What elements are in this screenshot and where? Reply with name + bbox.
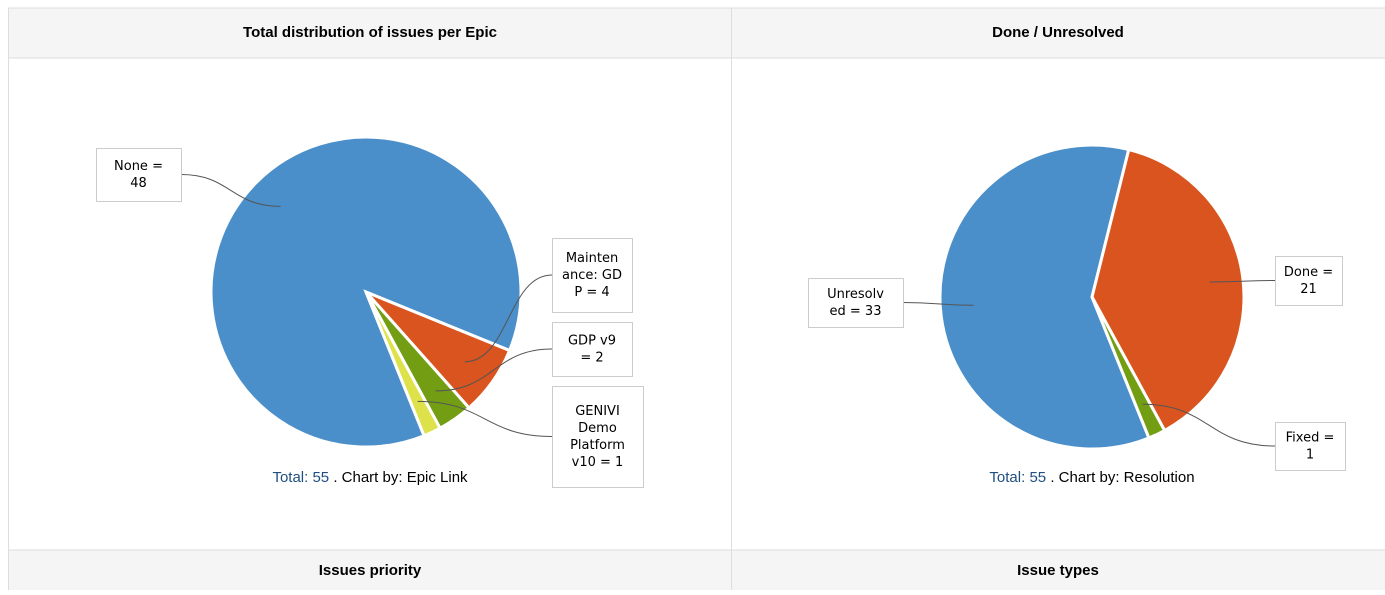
footer-text: . Chart by: Resolution bbox=[1050, 469, 1194, 486]
pie-slice bbox=[1090, 147, 1246, 433]
chart-footer: Total: 55 . Chart by: Resolution bbox=[989, 469, 1194, 486]
slice-label: Mainten ance: GD P = 4 bbox=[562, 251, 622, 300]
slice-label: Unresolv ed = 33 bbox=[827, 287, 884, 319]
slice-label: None = 48 bbox=[114, 159, 163, 191]
header-row bbox=[8, 8, 1385, 58]
slice-label: Fixed = 1 bbox=[1286, 430, 1335, 462]
label-box bbox=[552, 322, 633, 377]
panel-title: Issue types bbox=[1017, 562, 1099, 579]
leader-line bbox=[1142, 403, 1276, 447]
pie-slice bbox=[1090, 296, 1167, 440]
leader-line bbox=[435, 348, 553, 392]
panel-title: Done / Unresolved bbox=[992, 24, 1124, 41]
leader-line bbox=[902, 302, 974, 306]
pie-slice bbox=[209, 135, 523, 449]
panel-title: Issues priority bbox=[319, 562, 422, 579]
slice-label: GDP v9 = 2 bbox=[568, 333, 616, 365]
leader-line bbox=[417, 400, 553, 437]
slice-label: GENIVI Demo Platform v10 = 1 bbox=[570, 404, 625, 470]
leader-line bbox=[180, 174, 281, 207]
label-box bbox=[808, 278, 904, 328]
total-label[interactable]: Total: bbox=[272, 469, 308, 486]
footer-text: . Chart by: Epic Link bbox=[333, 469, 468, 486]
panel-title: Total distribution of issues per Epic bbox=[243, 24, 497, 41]
total-link[interactable]: 55 bbox=[312, 469, 329, 486]
pie-slice bbox=[364, 291, 443, 438]
label-box bbox=[552, 386, 644, 488]
slice-label: Done = 21 bbox=[1284, 265, 1333, 297]
leader-line bbox=[464, 274, 553, 363]
chart-footer: Total: 55 . Chart by: Epic Link bbox=[272, 469, 468, 486]
pie-slice bbox=[938, 143, 1151, 451]
total-label[interactable]: Total: bbox=[989, 469, 1025, 486]
label-box bbox=[96, 148, 182, 202]
header-row bbox=[8, 550, 1385, 590]
total-link[interactable]: 55 bbox=[1029, 469, 1046, 486]
label-box bbox=[552, 238, 633, 313]
leader-line bbox=[1209, 280, 1276, 283]
label-box bbox=[1275, 256, 1343, 306]
label-box bbox=[1275, 422, 1346, 471]
